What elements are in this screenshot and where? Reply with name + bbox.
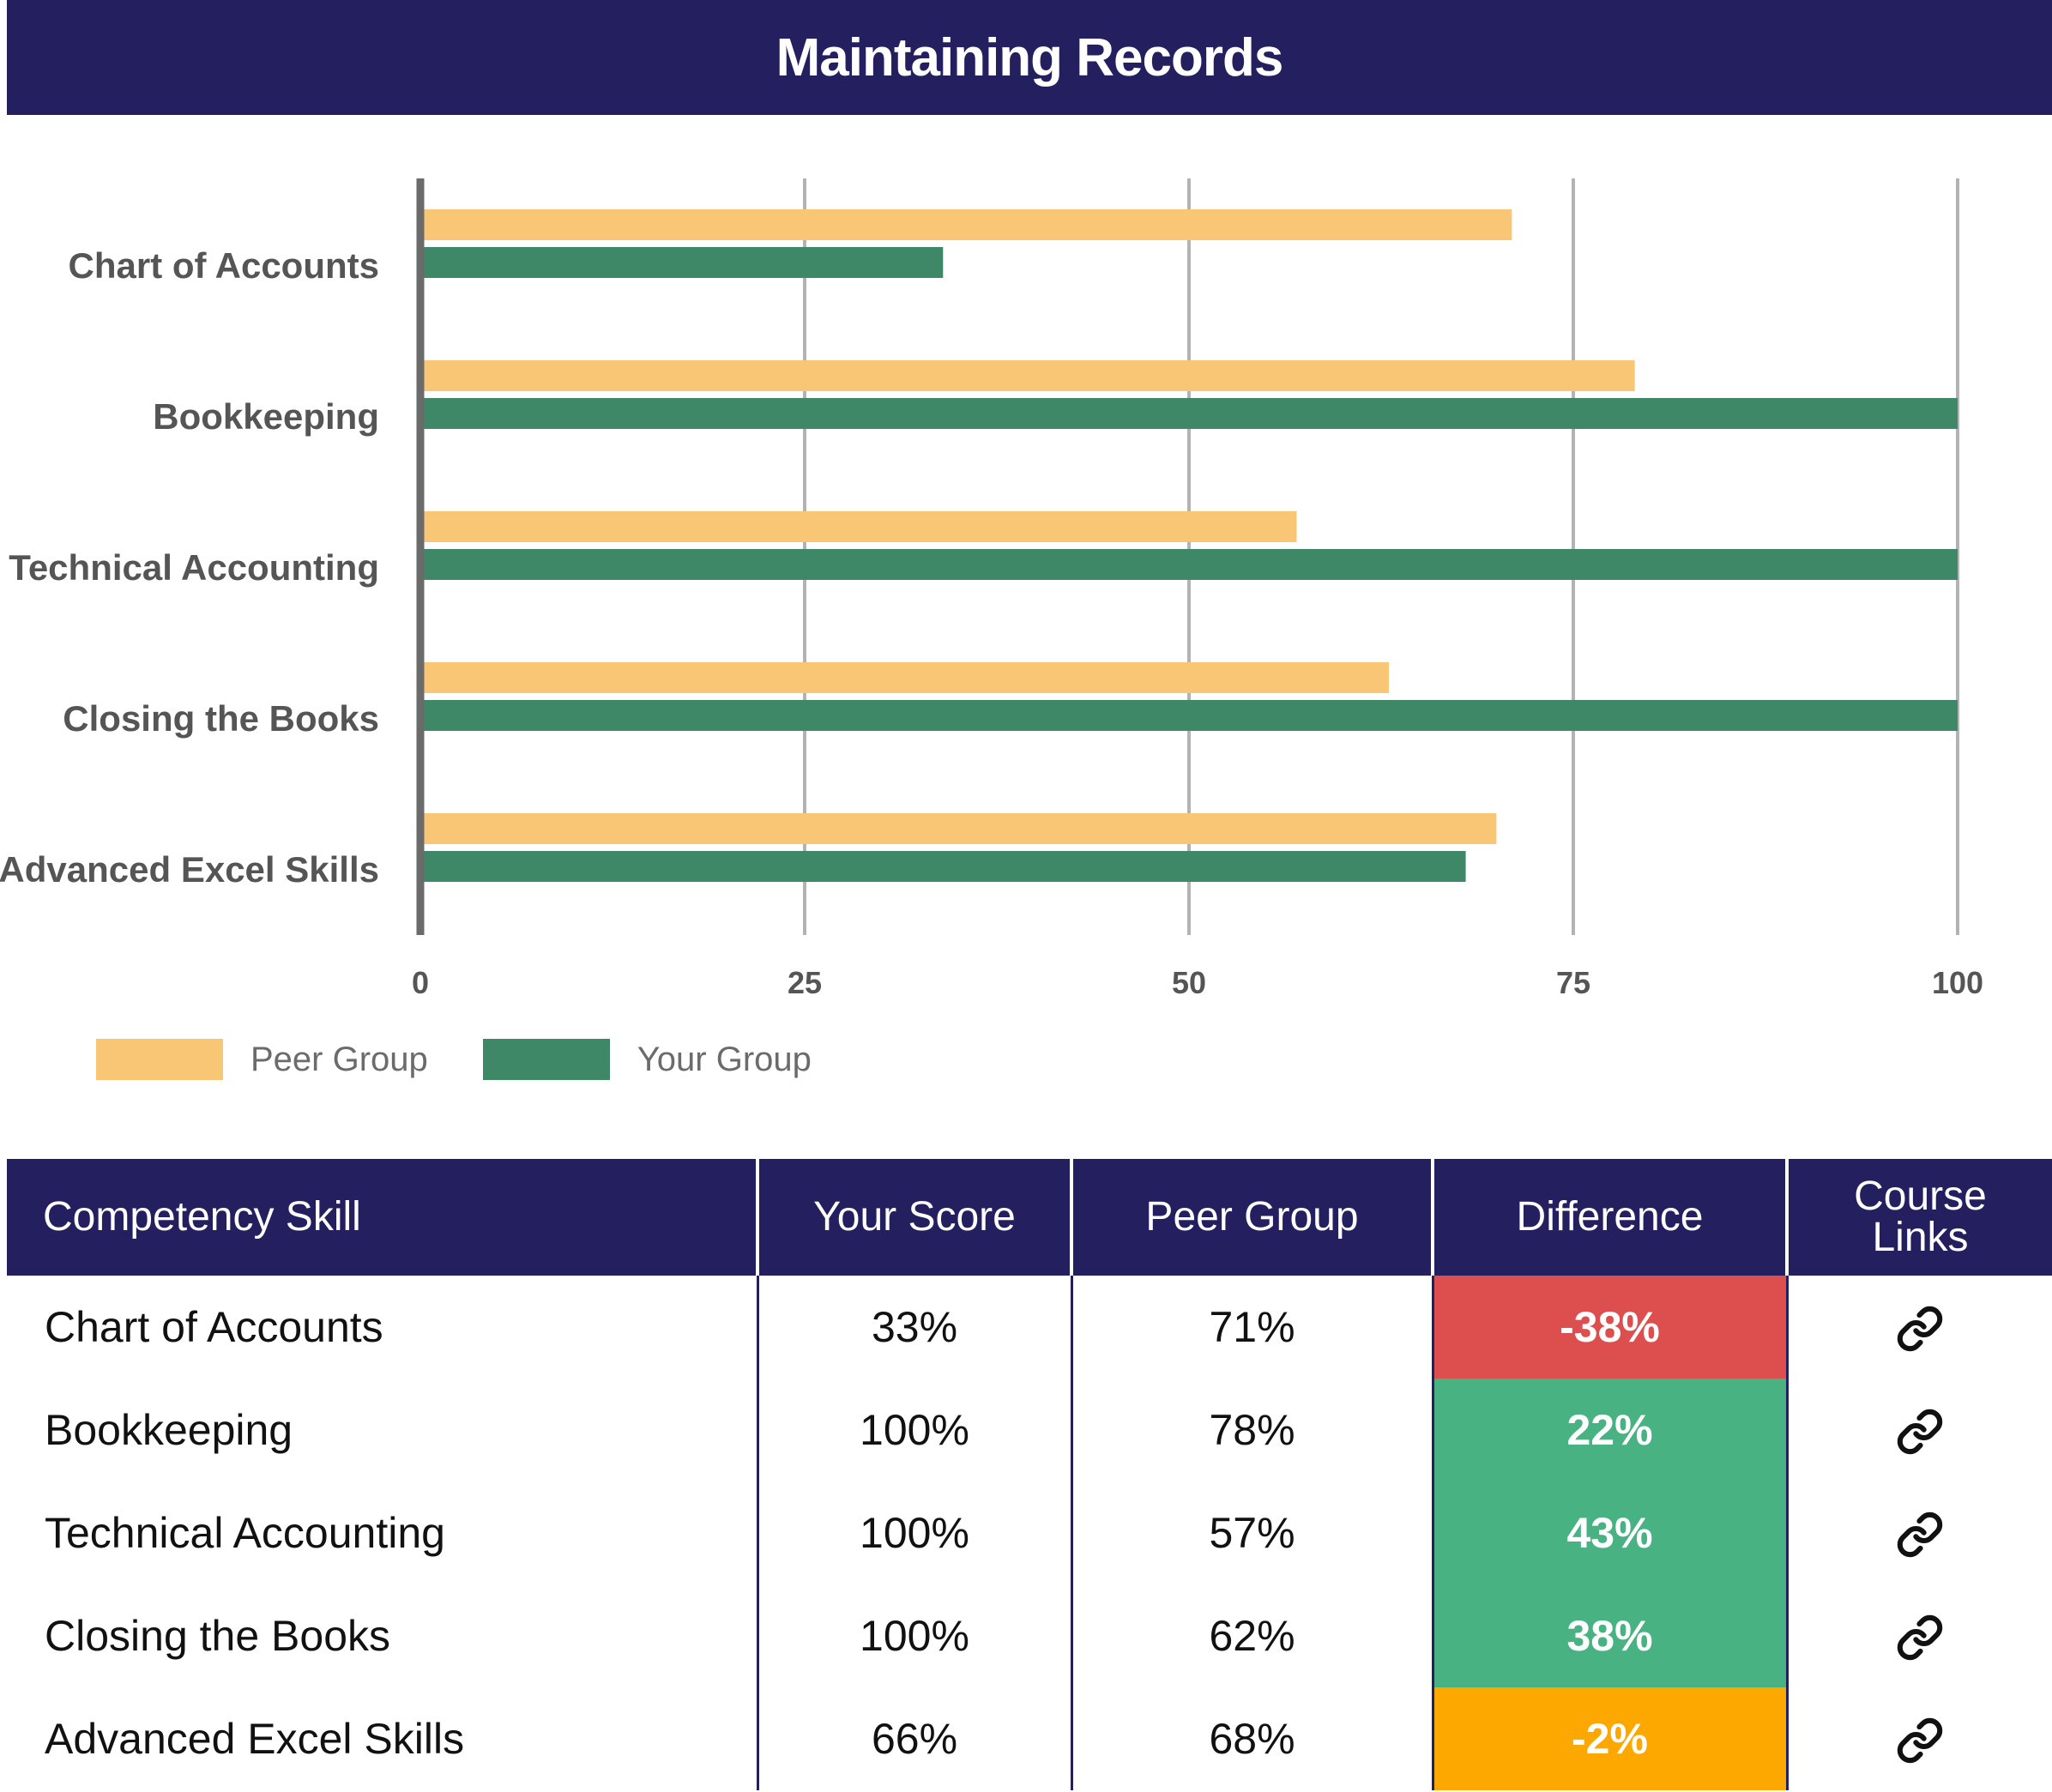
your-score-cell: 100% bbox=[756, 1379, 1071, 1481]
bar-your-group bbox=[420, 398, 1958, 429]
bar-peer-group bbox=[420, 662, 1389, 693]
link-icon[interactable] bbox=[1896, 1511, 1944, 1559]
difference-cell: 43% bbox=[1431, 1481, 1787, 1584]
table-row: Chart of Accounts 33% 71% -38% bbox=[7, 1276, 2052, 1379]
bar-your-group bbox=[420, 549, 1958, 580]
x-tick-label: 25 bbox=[788, 965, 822, 995]
bar-your-group bbox=[420, 851, 1466, 882]
difference-cell: -2% bbox=[1431, 1687, 1787, 1790]
course-link-cell[interactable] bbox=[1785, 1379, 2052, 1481]
bar-your-group bbox=[420, 700, 1958, 731]
course-link-cell[interactable] bbox=[1785, 1687, 2052, 1790]
header-peer-group: Peer Group bbox=[1070, 1159, 1433, 1276]
link-icon[interactable] bbox=[1896, 1408, 1944, 1456]
bar-your-group bbox=[420, 247, 944, 278]
peer-score-cell: 57% bbox=[1070, 1481, 1433, 1584]
peer-score-cell: 68% bbox=[1070, 1687, 1433, 1790]
bar-peer-group bbox=[420, 209, 1512, 240]
category-label: Bookkeeping bbox=[153, 396, 379, 437]
header-course-links-line1: Course bbox=[1854, 1174, 1987, 1219]
link-icon[interactable] bbox=[1896, 1717, 1944, 1765]
bar-peer-group bbox=[420, 360, 1635, 391]
skill-cell: Advanced Excel Skills bbox=[45, 1715, 465, 1763]
category-label: Chart of Accounts bbox=[69, 245, 379, 286]
bar-peer-group bbox=[420, 511, 1297, 542]
x-tick-label: 100 bbox=[1932, 965, 1983, 995]
category-label: Advanced Excel Skills bbox=[0, 849, 379, 890]
x-tick-label: 75 bbox=[1556, 965, 1590, 995]
skill-cell: Chart of Accounts bbox=[45, 1303, 383, 1351]
chart-legend: Peer Group Your Group bbox=[96, 1038, 866, 1081]
table-row: Bookkeeping 100% 78% 22% bbox=[7, 1379, 2052, 1481]
table-row: Technical Accounting 100% 57% 43% bbox=[7, 1481, 2052, 1584]
table-row: Advanced Excel Skills 66% 68% -2% bbox=[7, 1687, 2052, 1790]
difference-cell: -38% bbox=[1431, 1276, 1787, 1379]
competency-table: Competency Skill Your Score Peer Group D… bbox=[7, 1159, 2052, 1790]
bar-chart: Chart of Accounts Bookkeeping Technical Ac… bbox=[0, 178, 1983, 995]
legend-label-peer: Peer Group bbox=[250, 1040, 428, 1078]
skill-cell: Technical Accounting bbox=[45, 1509, 445, 1557]
category-label: Technical Accounting bbox=[9, 547, 379, 588]
header-difference: Difference bbox=[1431, 1159, 1787, 1276]
your-score-cell: 33% bbox=[756, 1276, 1071, 1379]
course-link-cell[interactable] bbox=[1785, 1276, 2052, 1379]
legend-swatch-peer bbox=[96, 1039, 223, 1080]
header-course-links: Course Links bbox=[1785, 1159, 2052, 1276]
bar-peer-group bbox=[420, 813, 1497, 844]
course-link-cell[interactable] bbox=[1785, 1481, 2052, 1584]
header-your-score: Your Score bbox=[756, 1159, 1071, 1276]
title-bar: Maintaining Records bbox=[7, 0, 2052, 115]
header-course-links-line2: Links bbox=[1872, 1215, 1969, 1260]
peer-score-cell: 78% bbox=[1070, 1379, 1433, 1481]
link-icon[interactable] bbox=[1896, 1614, 1944, 1662]
peer-score-cell: 71% bbox=[1070, 1276, 1433, 1379]
difference-cell: 22% bbox=[1431, 1379, 1787, 1481]
your-score-cell: 100% bbox=[756, 1481, 1071, 1584]
course-link-cell[interactable] bbox=[1785, 1584, 2052, 1687]
link-icon[interactable] bbox=[1896, 1305, 1944, 1353]
peer-score-cell: 62% bbox=[1070, 1584, 1433, 1687]
legend-swatch-your bbox=[482, 1039, 610, 1080]
difference-cell: 38% bbox=[1431, 1584, 1787, 1687]
category-label: Closing the Books bbox=[63, 698, 379, 739]
table-row: Closing the Books 100% 62% 38% bbox=[7, 1584, 2052, 1687]
x-tick-label: 0 bbox=[412, 965, 429, 995]
header-competency-skill: Competency Skill bbox=[43, 1194, 361, 1240]
legend-label-your: Your Group bbox=[637, 1040, 812, 1078]
skill-cell: Closing the Books bbox=[45, 1612, 391, 1660]
your-score-cell: 66% bbox=[756, 1687, 1071, 1790]
x-tick-label: 50 bbox=[1172, 965, 1206, 995]
table-header-row: Competency Skill Your Score Peer Group D… bbox=[7, 1159, 2052, 1276]
page-title: Maintaining Records bbox=[776, 27, 1284, 87]
skill-cell: Bookkeeping bbox=[45, 1406, 293, 1454]
your-score-cell: 100% bbox=[756, 1584, 1071, 1687]
